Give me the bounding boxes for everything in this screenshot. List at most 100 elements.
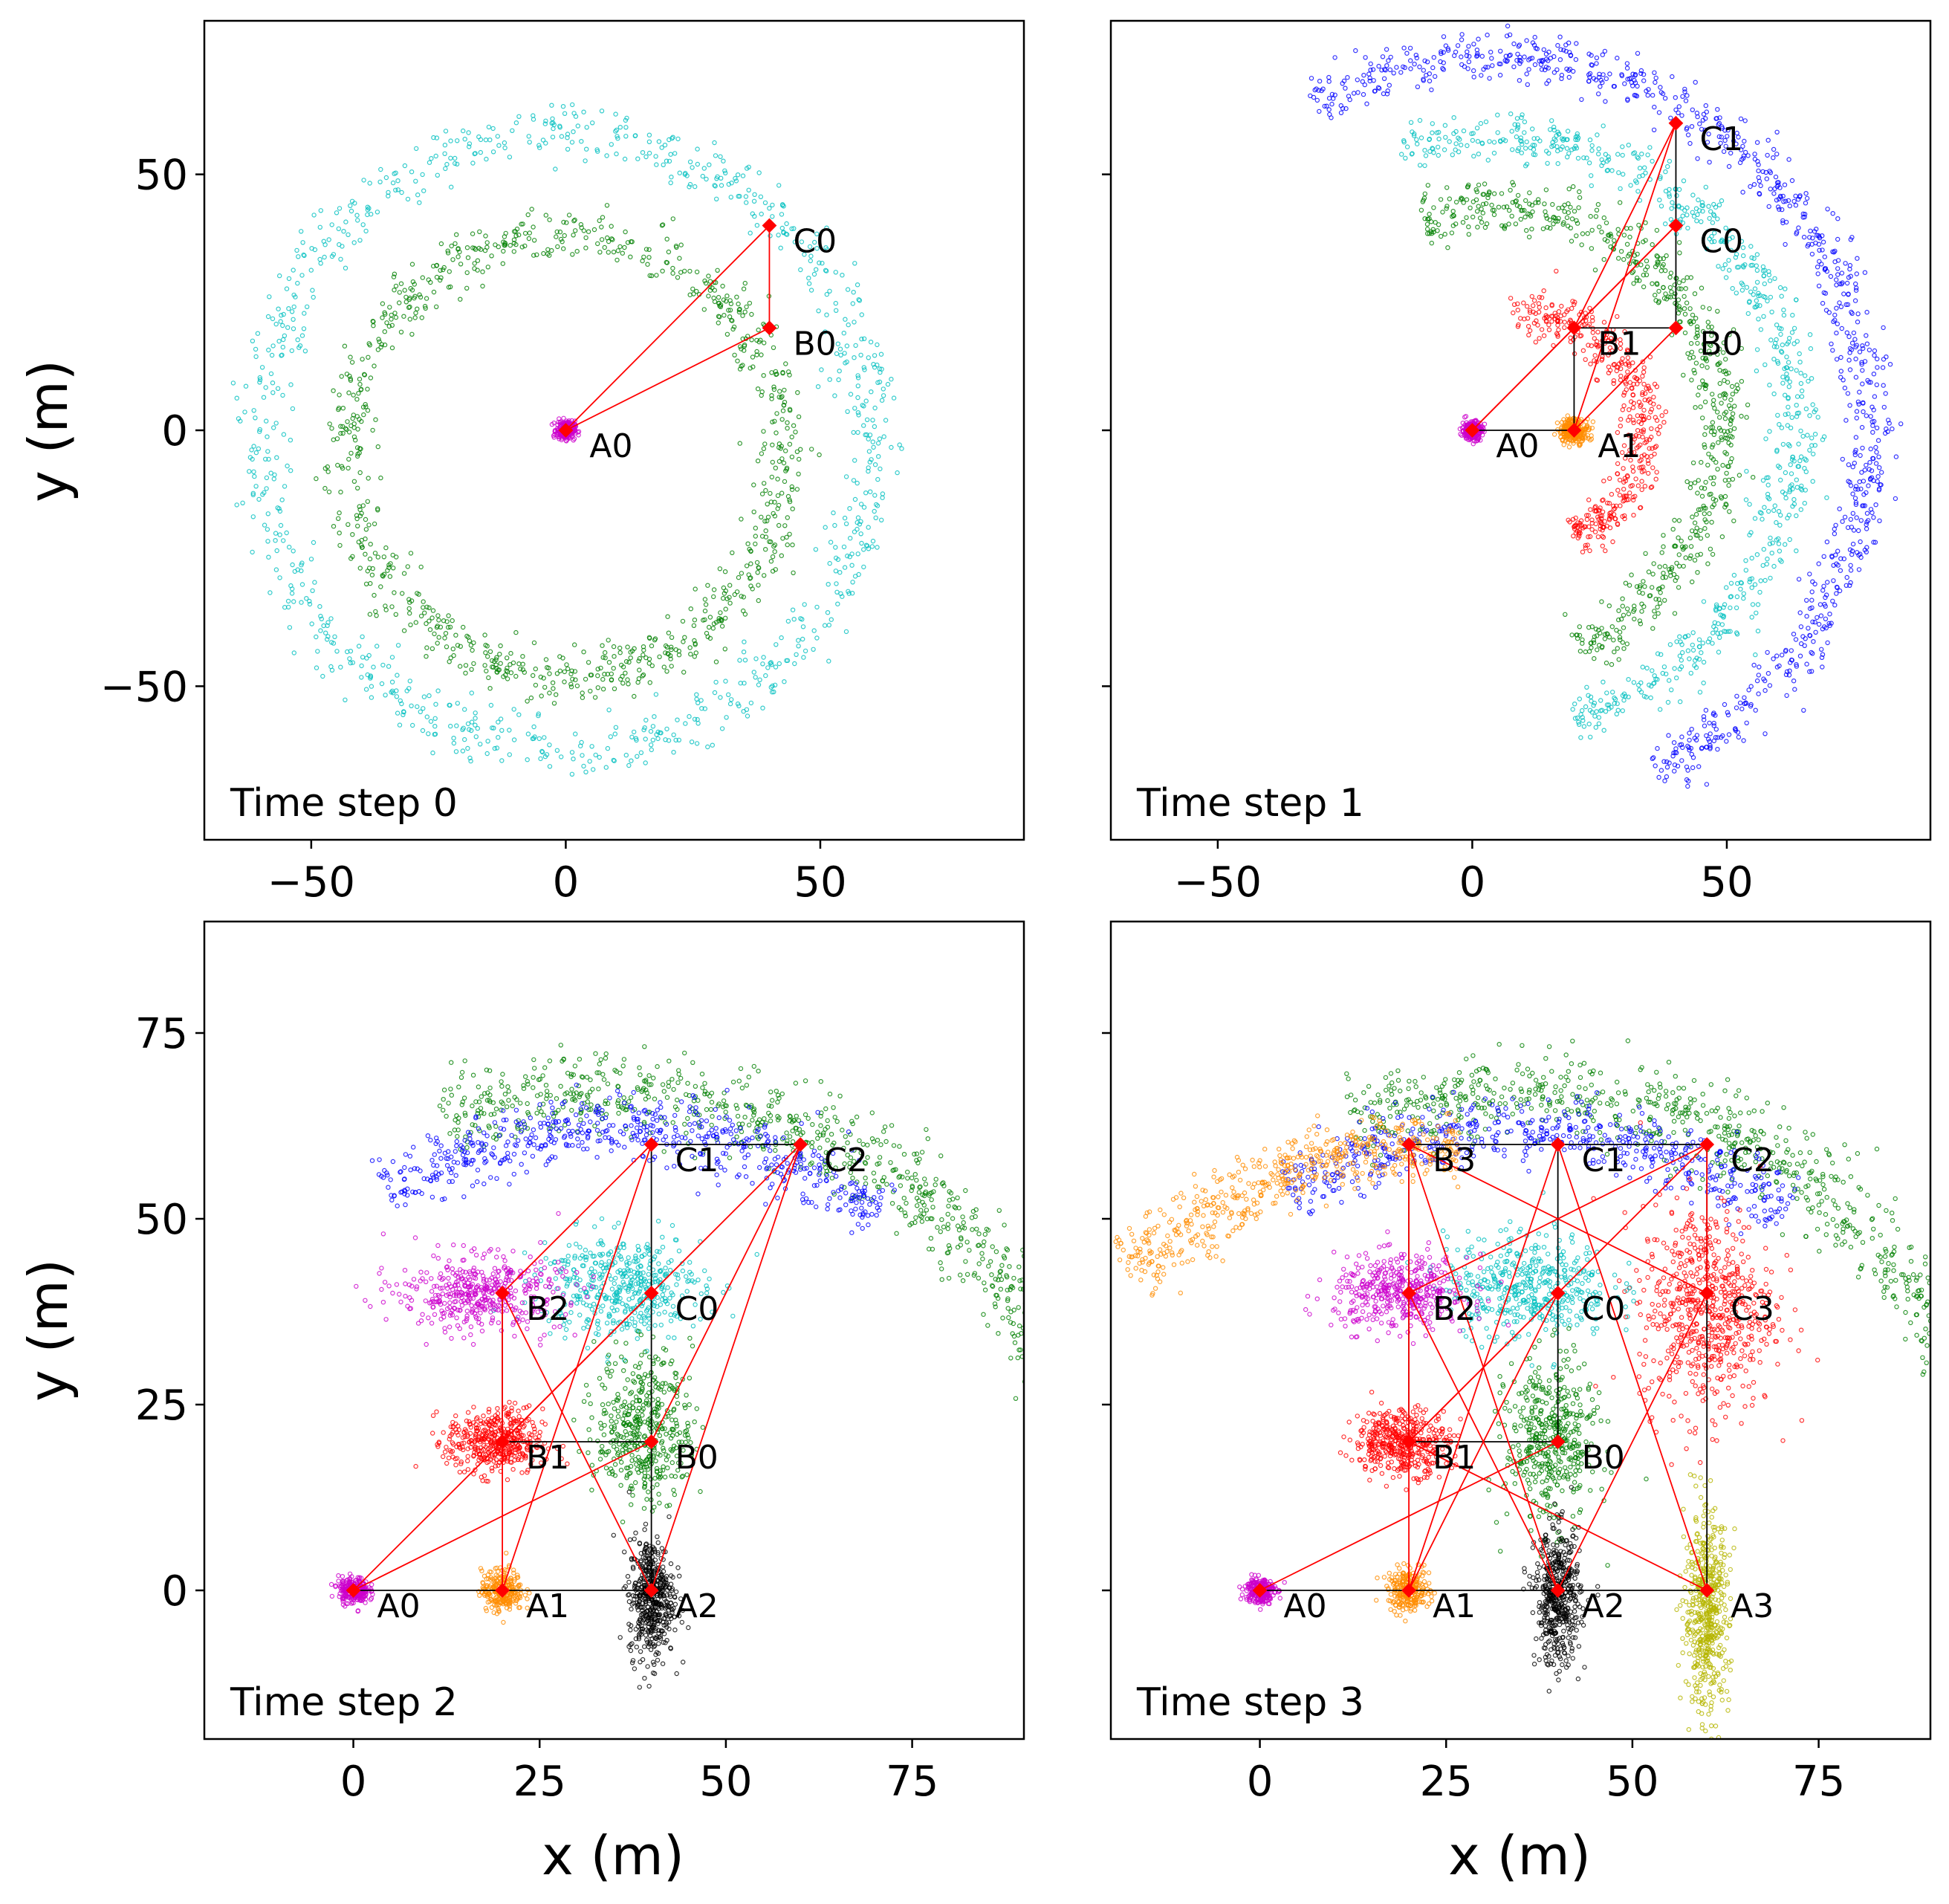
- particle: [446, 285, 452, 290]
- particle: [1840, 456, 1845, 462]
- particle: [253, 450, 259, 456]
- particle: [1409, 152, 1415, 157]
- particle: [1797, 458, 1803, 464]
- particle: [833, 270, 839, 275]
- particle: [1653, 763, 1658, 768]
- particle: [1843, 261, 1848, 266]
- particle: [1769, 551, 1774, 556]
- particle: [1717, 115, 1722, 120]
- particle: [468, 643, 474, 648]
- particle: [1592, 529, 1598, 534]
- particle: [824, 291, 830, 297]
- particle: [1656, 110, 1662, 115]
- particle: [1465, 143, 1470, 149]
- particle: [751, 482, 756, 488]
- particle: [1728, 247, 1734, 253]
- particle: [602, 245, 607, 250]
- particle: [791, 423, 797, 428]
- particle: [811, 647, 816, 653]
- particle: [824, 312, 829, 317]
- particle: [295, 337, 300, 343]
- particle: [1707, 720, 1712, 726]
- particle: [1644, 258, 1650, 264]
- particle: [555, 426, 560, 431]
- particle: [852, 261, 857, 266]
- particle: [464, 270, 470, 276]
- particle: [1737, 700, 1743, 706]
- particle: [559, 754, 564, 760]
- particle: [1885, 418, 1891, 423]
- particle: [1502, 223, 1508, 228]
- particle: [771, 511, 776, 517]
- particle: [1500, 137, 1506, 142]
- particle: [878, 517, 884, 523]
- particle: [1527, 310, 1533, 315]
- particle: [1414, 141, 1420, 146]
- particle: [424, 654, 429, 659]
- particle: [843, 629, 849, 635]
- particle: [1649, 426, 1654, 432]
- particle: [1505, 58, 1510, 63]
- particle: [1429, 87, 1434, 93]
- particle: [325, 620, 331, 625]
- particle: [395, 710, 400, 716]
- particle: [1803, 469, 1809, 475]
- particle: [1702, 444, 1708, 450]
- particle: [1653, 75, 1658, 81]
- particle: [1841, 291, 1846, 297]
- particle: [288, 583, 294, 589]
- particle: [1439, 51, 1444, 56]
- particle: [1752, 516, 1758, 521]
- particle: [1853, 502, 1859, 508]
- particle: [1687, 306, 1693, 311]
- particle: [866, 436, 871, 441]
- particle: [856, 412, 861, 418]
- particle: [643, 736, 648, 742]
- particle: [1847, 403, 1852, 408]
- particle: [1733, 728, 1739, 734]
- particle: [366, 653, 372, 658]
- particle: [1620, 693, 1626, 699]
- particle: [756, 566, 762, 571]
- particle: [1787, 537, 1792, 543]
- particle: [1707, 492, 1712, 497]
- particle: [1774, 323, 1780, 328]
- particle: [744, 200, 749, 205]
- particle: [1659, 550, 1664, 555]
- particle: [1734, 141, 1739, 146]
- particle: [299, 333, 305, 338]
- particle: [1775, 412, 1780, 418]
- particle: [1749, 585, 1754, 590]
- particle: [1717, 368, 1722, 373]
- particle: [1819, 655, 1825, 661]
- particle: [525, 212, 531, 218]
- particle: [451, 740, 457, 746]
- particle: [1611, 238, 1617, 243]
- particle: [1803, 201, 1809, 206]
- particle: [1541, 47, 1546, 53]
- particle: [1387, 82, 1392, 88]
- particle: [1842, 514, 1848, 520]
- particle: [1370, 67, 1376, 72]
- particle: [1600, 80, 1605, 85]
- particle: [1562, 209, 1567, 214]
- particle: [1621, 443, 1627, 448]
- particle: [1743, 700, 1748, 705]
- particle: [1491, 150, 1497, 156]
- particle: [1723, 435, 1728, 441]
- particle: [458, 262, 464, 267]
- particle: [1757, 664, 1762, 670]
- particle: [756, 170, 762, 175]
- particle: [653, 154, 658, 159]
- particle: [646, 139, 652, 144]
- particle: [473, 722, 478, 728]
- particle: [687, 645, 693, 650]
- particle: [647, 273, 652, 278]
- particle: [1693, 405, 1698, 410]
- particle: [234, 502, 239, 508]
- particle: [1685, 225, 1690, 231]
- particle: [1856, 552, 1861, 558]
- particle: [785, 426, 790, 431]
- particle: [1621, 392, 1627, 398]
- particle: [1786, 360, 1791, 365]
